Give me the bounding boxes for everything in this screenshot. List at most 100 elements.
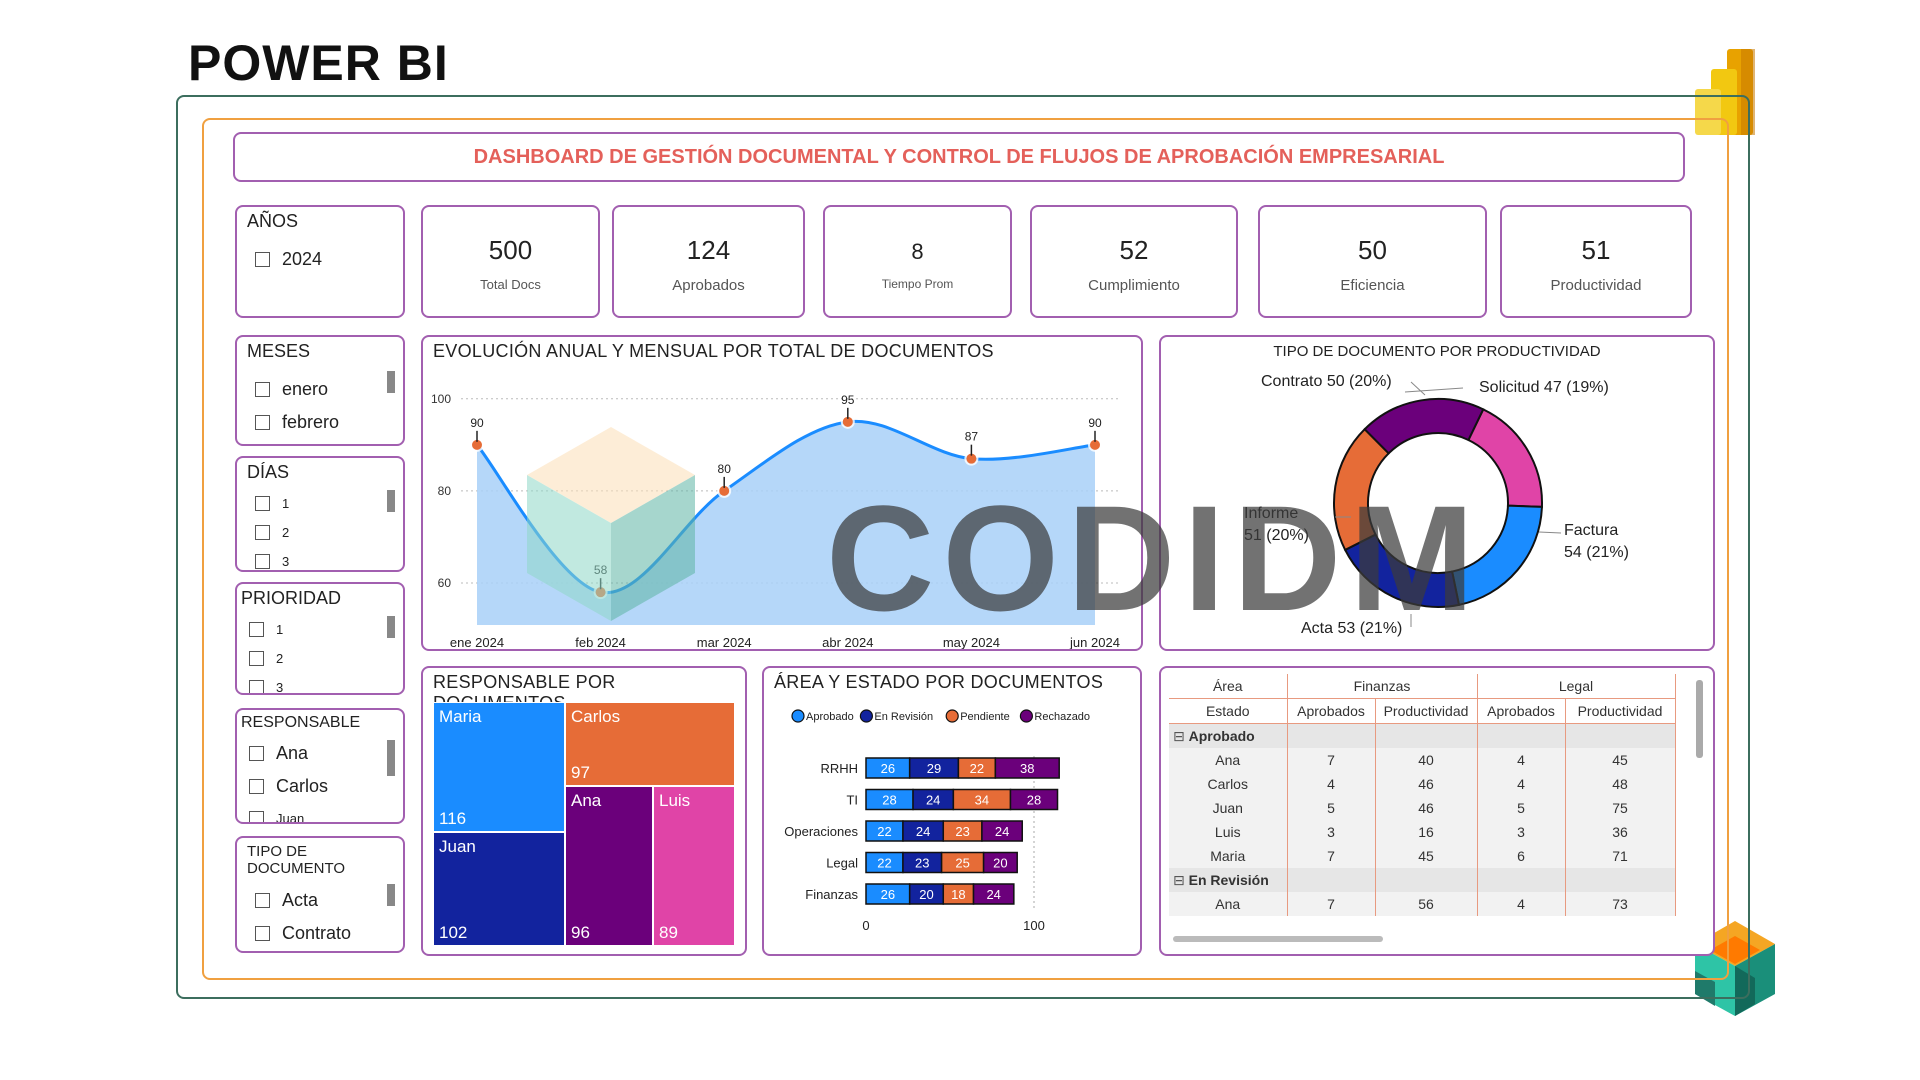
slicer-responsable-item-juan[interactable]: Juan [249, 811, 304, 822]
horizontal-scrollbar[interactable] [1173, 936, 1383, 942]
slicer-prioridad[interactable]: PRIORIDAD 1 2 3 [235, 582, 405, 695]
matrix-header-row: Estado Aprobados Productividad Aprobados Pro… [1169, 698, 1676, 724]
matrix-cell: Juan [1169, 796, 1288, 820]
slicer-dias-item-1[interactable]: 1 [255, 496, 289, 511]
slicer-responsable-item-carlos[interactable]: Carlos [249, 776, 328, 797]
slicer-tipo-item-acta[interactable]: Acta [255, 890, 318, 911]
slicer-prioridad-item-2[interactable]: 2 [249, 651, 283, 666]
checkbox[interactable] [255, 926, 270, 941]
matrix-cell: 71 [1565, 844, 1676, 868]
matrix-cell: 36 [1565, 820, 1676, 844]
tile-name: Juan [439, 837, 476, 856]
slicer-dias-item-3[interactable]: 3 [255, 554, 289, 569]
slicer-prioridad-item-1[interactable]: 1 [249, 622, 283, 637]
slice-label-value: 54 (21%) [1564, 544, 1629, 561]
matrix: Área Finanzas Legal Estado Aprobados Producti… [1169, 674, 1676, 916]
checkbox[interactable] [255, 252, 270, 267]
donut-chart[interactable]: Solicitud 47 (19%) Factura 54 (21%) Acta 53… [1161, 337, 1713, 649]
treemap-tile-luis[interactable]: Luis 89 [653, 786, 735, 946]
matrix-cell: 7 [1287, 844, 1376, 868]
data-label: 95 [841, 393, 855, 407]
checkbox[interactable] [249, 746, 264, 761]
slicer-anios-item-2024[interactable]: 2024 [255, 249, 322, 270]
checkbox[interactable] [255, 382, 270, 397]
y-category-label: RRHH [820, 761, 858, 776]
treemap[interactable]: Maria 116 Juan 102 Carlos 97 Ana 96 Luis 89 [433, 702, 735, 946]
data-point [719, 485, 730, 496]
matrix-cell: 73 [1565, 892, 1676, 916]
donut-slice-informe [1333, 427, 1391, 552]
matrix-header: Aprobados [1477, 698, 1566, 724]
y-tick-label: 100 [431, 392, 451, 406]
treemap-tile-maria[interactable]: Maria 116 [433, 702, 565, 832]
treemap-tile-juan[interactable]: Juan 102 [433, 832, 565, 946]
treemap-tile-carlos[interactable]: Carlos 97 [565, 702, 735, 786]
slicer-scrollbar[interactable] [387, 740, 395, 776]
matrix-group-row[interactable]: ⊟ Aprobado [1169, 723, 1676, 748]
x-tick-label: 0 [862, 918, 869, 933]
y-category-label: TI [846, 793, 858, 808]
collapse-icon[interactable]: ⊟ [1173, 871, 1189, 888]
matrix-group-label: ⊟ Aprobado [1169, 723, 1288, 748]
brand-title: POWER BI [188, 35, 449, 91]
kpi-caption: Eficiencia [1340, 277, 1405, 294]
slicer-scrollbar[interactable] [387, 490, 395, 512]
slicer-dias[interactable]: DÍAS 1 2 3 [235, 456, 405, 572]
slicer-responsable-item-ana[interactable]: Ana [249, 743, 308, 764]
slice-label: Solicitud 47 (19%) [1479, 379, 1609, 396]
matrix-table[interactable]: Área Finanzas Legal Estado Aprobados Producti… [1169, 674, 1689, 938]
y-tick-label: 60 [438, 576, 452, 590]
slicer-tipo-item-contrato[interactable]: Contrato [255, 923, 351, 944]
dashboard-title: DASHBOARD DE GESTIÓN DOCUMENTAL Y CONTRO… [473, 146, 1445, 168]
matrix-cell [1565, 723, 1676, 748]
matrix-cell: 4 [1477, 892, 1566, 916]
matrix-header-row: Área Finanzas Legal [1169, 674, 1676, 699]
slicer-meses-item-enero[interactable]: enero [255, 379, 328, 400]
matrix-row: Maria 7 45 6 71 [1169, 844, 1676, 868]
slicer-anios[interactable]: AÑOS 2024 [235, 205, 405, 318]
kpi-cumplimiento: 52 Cumplimiento [1030, 205, 1238, 318]
x-tick-label: feb 2024 [575, 635, 626, 649]
matrix-card: Área Finanzas Legal Estado Aprobados Producti… [1159, 666, 1715, 956]
leader-line [1404, 387, 1464, 393]
checkbox[interactable] [249, 680, 264, 693]
matrix-cell: Maria [1169, 844, 1288, 868]
checkbox[interactable] [255, 496, 270, 511]
slicer-dias-item-2[interactable]: 2 [255, 525, 289, 540]
y-category-label: Legal [826, 856, 858, 871]
x-tick-label: ene 2024 [450, 635, 504, 649]
collapse-icon[interactable]: ⊟ [1173, 727, 1189, 744]
kpi-caption: Aprobados [672, 277, 745, 294]
slicer-prioridad-item-3[interactable]: 3 [249, 680, 283, 693]
checkbox[interactable] [255, 525, 270, 540]
matrix-header: Legal [1477, 674, 1676, 699]
matrix-cell [1477, 868, 1566, 892]
treemap-tile-ana[interactable]: Ana 96 [565, 786, 653, 946]
slicer-scrollbar[interactable] [387, 616, 395, 638]
checkbox[interactable] [249, 811, 264, 822]
dashboard-title-card: DASHBOARD DE GESTIÓN DOCUMENTAL Y CONTRO… [233, 132, 1685, 182]
checkbox[interactable] [249, 651, 264, 666]
checkbox[interactable] [255, 893, 270, 908]
slicer-meses[interactable]: MESES enero febrero [235, 335, 405, 446]
bar-value-label: 25 [955, 856, 969, 871]
data-label: 87 [965, 430, 979, 444]
checkbox[interactable] [249, 779, 264, 794]
checkbox[interactable] [249, 622, 264, 637]
legend-marker [791, 709, 805, 723]
bar-value-label: 38 [1020, 761, 1034, 776]
y-category-label: Finanzas [805, 887, 858, 902]
slicer-scrollbar[interactable] [387, 884, 395, 906]
stacked-bar-chart[interactable]: Aprobado En Revisión Pendiente Rechazado RRH… [764, 668, 1140, 954]
bar-value-label: 22 [877, 824, 891, 839]
matrix-cell: 4 [1477, 772, 1566, 796]
matrix-group-row[interactable]: ⊟ En Revisión [1169, 868, 1676, 892]
vertical-scrollbar[interactable] [1696, 680, 1703, 758]
slicer-meses-item-febrero[interactable]: febrero [255, 412, 339, 433]
slicer-scrollbar[interactable] [387, 371, 395, 393]
slicer-tipo-documento[interactable]: TIPO DE DOCUMENTO Acta Contrato [235, 836, 405, 953]
slicer-responsable[interactable]: RESPONSABLE Ana Carlos Juan [235, 708, 405, 824]
checkbox[interactable] [255, 554, 270, 569]
checkbox[interactable] [255, 415, 270, 430]
